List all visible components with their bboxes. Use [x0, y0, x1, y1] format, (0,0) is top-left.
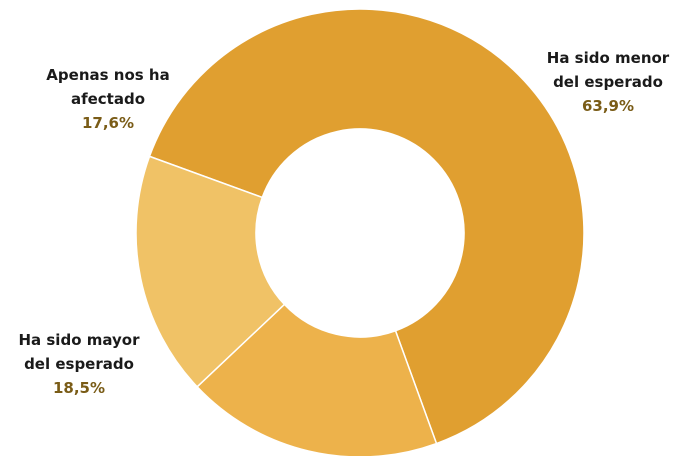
slice-value-mayor: 18,5%	[53, 379, 105, 397]
slice-value-menor: 63,9%	[582, 97, 634, 115]
slice-label-mayor-line2: del esperado	[24, 355, 134, 373]
slice-ha-sido-mayor	[196, 303, 438, 456]
slice-label-menor-line1: Ha sido menor	[547, 49, 670, 67]
donut-slices	[135, 8, 585, 456]
slice-apenas-nos-ha-afectado	[135, 155, 286, 388]
slice-value-apenas: 17,6%	[82, 114, 134, 132]
slice-label-menor-line2: del esperado	[553, 73, 663, 91]
slice-label-mayor-line1: Ha sido mayor	[18, 331, 140, 349]
slice-label-apenas-line1: Apenas nos ha	[46, 66, 169, 84]
slice-label-apenas-line2: afectado	[71, 90, 145, 108]
slice-ha-sido-menor	[148, 8, 585, 445]
